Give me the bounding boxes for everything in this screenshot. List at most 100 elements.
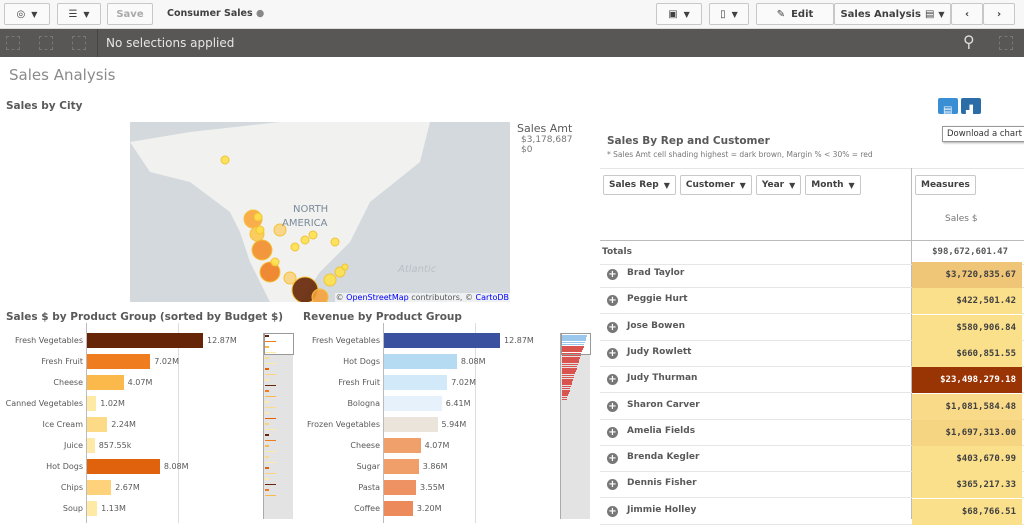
step-back-icon[interactable] (6, 36, 20, 50)
bar[interactable] (384, 438, 421, 453)
expand-icon[interactable]: + (607, 426, 618, 438)
app-overview-button[interactable]: ☰ ▼ (57, 3, 101, 25)
measures-button[interactable]: Measures (915, 175, 976, 195)
table-row[interactable]: + Sharon Carver $1,081,584.48 (600, 393, 1024, 420)
bar[interactable] (87, 438, 95, 453)
scrollbar-minichart[interactable] (560, 333, 591, 519)
bookmark-button[interactable]: ▯ ▼ (709, 3, 749, 25)
table-row[interactable]: + Amelia Fields $1,697,313.00 (600, 419, 1024, 446)
bar[interactable] (384, 333, 500, 348)
bar-row[interactable]: Juice (0, 438, 83, 453)
city-bubble[interactable] (273, 223, 287, 237)
bar[interactable] (87, 480, 112, 495)
city-bubble[interactable] (334, 266, 346, 278)
sheet-selector[interactable]: Sales Analysis ▤ ▼ (834, 3, 951, 25)
bar[interactable] (87, 396, 97, 411)
expand-icon[interactable]: + (607, 269, 618, 280)
bar-row[interactable]: Ice Cream (0, 417, 83, 432)
previous-sheet-button[interactable]: ‹ (951, 3, 983, 25)
bar[interactable] (384, 459, 419, 474)
city-bubble[interactable] (255, 225, 265, 235)
bar[interactable] (384, 354, 457, 369)
city-bubble[interactable] (323, 273, 337, 287)
table-row[interactable]: + Judy Rowlett $660,851.55 (600, 340, 1024, 367)
scrollbar-minichart[interactable] (263, 333, 294, 519)
bar-row[interactable]: Fresh Vegetables (297, 333, 380, 348)
bar-row[interactable]: Pasta (297, 480, 380, 495)
search-icon[interactable]: ⚲ (963, 32, 975, 51)
expand-icon[interactable]: + (607, 321, 618, 333)
bar-row[interactable]: Hot Dogs (0, 459, 83, 474)
city-bubble[interactable] (259, 261, 281, 283)
city-bubble[interactable] (341, 263, 349, 271)
map-chart[interactable]: NORTH AMERICA Atlantic © OpenStreetMap c… (130, 122, 510, 302)
sales-bar-chart[interactable]: Fresh Vegetables 12.87M Fresh Fruit 7.02M Ch… (0, 323, 294, 523)
table-row[interactable]: + Jose Bowen $580,906.84 (600, 314, 1024, 341)
table-row[interactable]: + Jimmie Holley $68,766.51 (600, 498, 1024, 525)
bar[interactable] (384, 501, 413, 516)
city-bubble[interactable] (253, 212, 263, 222)
city-bubble[interactable] (270, 257, 280, 267)
city-bubble[interactable] (290, 242, 300, 252)
city-bubble[interactable] (308, 230, 318, 240)
bar-row[interactable]: Cheese (0, 375, 83, 390)
bar-row[interactable]: Soup (0, 501, 83, 516)
bar[interactable] (384, 396, 442, 411)
dim-sales-rep[interactable]: Sales Rep ▼ (603, 175, 676, 195)
expand-icon[interactable]: + (607, 374, 618, 386)
selections-tool-icon[interactable] (999, 36, 1013, 50)
osm-link[interactable]: OpenStreetMap (346, 293, 409, 302)
bar-row[interactable]: Frozen Vegetables (297, 417, 380, 432)
bar-row[interactable]: Hot Dogs (297, 354, 380, 369)
dim-year[interactable]: Year ▼ (755, 175, 802, 195)
bar-row[interactable]: Fresh Fruit (297, 375, 380, 390)
table-row[interactable]: + Judy Thurman $23,498,279.18 (600, 367, 1024, 394)
bar-row[interactable]: Coffee (297, 501, 380, 516)
bar[interactable] (87, 417, 108, 432)
expand-icon[interactable]: + (607, 400, 618, 412)
table-row[interactable]: + Dennis Fisher $365,217.33 (600, 472, 1024, 499)
bar-row[interactable]: Fresh Vegetables (0, 333, 83, 348)
dim-customer[interactable]: Customer ▼ (679, 175, 752, 195)
carto-link[interactable]: CartoDB (475, 293, 509, 302)
bar[interactable] (87, 459, 160, 474)
city-bubble[interactable] (220, 155, 230, 165)
next-sheet-button[interactable]: › (983, 3, 1015, 25)
city-bubble[interactable] (251, 239, 273, 261)
column-header-sales[interactable]: Sales $ (945, 214, 978, 224)
dim-month[interactable]: Month ▼ (805, 175, 861, 195)
table-row[interactable]: + Brad Taylor $3,720,835.67 (600, 262, 1024, 288)
bar[interactable] (384, 480, 416, 495)
bar-row[interactable]: Chips (0, 480, 83, 495)
revenue-bar-chart[interactable]: Fresh Vegetables 12.87M Hot Dogs 8.08M Fresh… (297, 323, 592, 523)
expand-icon[interactable]: + (607, 505, 618, 517)
bar[interactable] (384, 375, 448, 390)
download-chart-button[interactable]: ▟ (961, 98, 981, 116)
bar[interactable] (384, 417, 438, 432)
bar-row[interactable]: Bologna (297, 396, 380, 411)
city-bubble[interactable] (283, 271, 297, 285)
bar[interactable] (87, 354, 151, 369)
global-menu-button[interactable]: ◎ ▼ (4, 3, 50, 25)
expand-icon[interactable]: + (607, 347, 618, 359)
save-button[interactable]: Save (107, 3, 153, 25)
table-view-button[interactable]: ▤ (938, 98, 958, 116)
table-row[interactable]: + Peggie Hurt $422,501.42 (600, 288, 1024, 315)
bar-row[interactable]: Fresh Fruit (0, 354, 83, 369)
bar[interactable] (87, 375, 124, 390)
clear-all-icon[interactable] (72, 36, 86, 50)
city-bubble[interactable] (311, 288, 329, 302)
edit-button[interactable]: ✎ Edit (756, 3, 834, 25)
story-button[interactable]: ▣ ▼ (656, 3, 702, 25)
bar-row[interactable]: Sugar (297, 459, 380, 474)
bar[interactable] (87, 333, 203, 348)
bar-row[interactable]: Canned Vegetables (0, 396, 83, 411)
city-bubble[interactable] (300, 235, 310, 245)
city-bubble[interactable] (330, 237, 340, 247)
expand-icon[interactable]: + (607, 479, 618, 491)
bar[interactable] (87, 501, 98, 516)
step-forward-icon[interactable] (39, 36, 53, 50)
bar-row[interactable]: Cheese (297, 438, 380, 453)
expand-icon[interactable]: + (607, 295, 618, 307)
expand-icon[interactable]: + (607, 453, 618, 465)
